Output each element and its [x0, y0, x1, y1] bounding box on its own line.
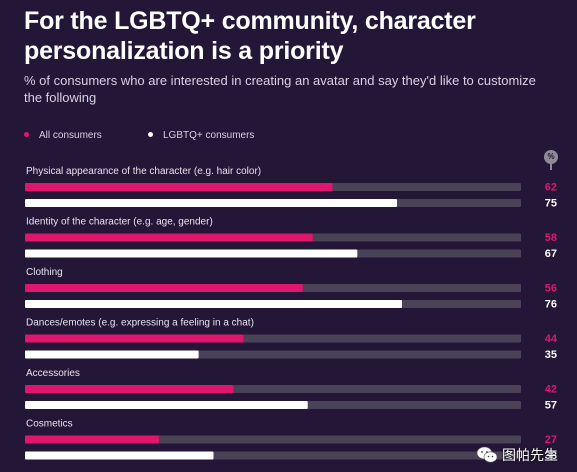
data-label-lgbtq-5: 38: [545, 450, 557, 462]
data-label-all-5: 27: [545, 434, 557, 446]
category-label: Accessories: [26, 368, 80, 379]
wechat-icon: [476, 446, 498, 463]
data-label-lgbtq-3: 35: [545, 349, 557, 361]
data-label-lgbtq-1: 67: [545, 248, 557, 260]
watermark-text: 图帕先生: [502, 447, 558, 463]
data-label-lgbtq-2: 76: [545, 299, 557, 311]
data-label-all-2: 56: [545, 283, 557, 295]
category-label: Cosmetics: [26, 419, 73, 430]
data-label-lgbtq-0: 75: [545, 198, 557, 210]
bar-lgbtq-accessories: [25, 401, 308, 409]
bar-lgbtq-identity-of-the-character-e-: [25, 249, 358, 258]
chart-subtitle: % of consumers who are interested in cre…: [24, 73, 536, 105]
bar-lgbtq-dances-emotes-e-g-expressing: [25, 350, 199, 359]
bar-all-dances-emotes-e-g-expressing: [25, 334, 244, 343]
data-label-all-3: 44: [545, 333, 558, 345]
legend-swatch-lgbtq: [148, 131, 153, 137]
data-label-all-0: 62: [545, 182, 557, 194]
bar-lgbtq-clothing: [25, 300, 402, 308]
legend-item-all-consumers: All consumers: [24, 129, 102, 143]
category-label: Physical appearance of the character (e.…: [26, 166, 261, 177]
bar-all-clothing: [25, 284, 303, 292]
legend-item-lgbtq-consumers: LGBTQ+ consumers: [148, 129, 254, 143]
legend-label-lgbtq: LGBTQ+ consumers: [163, 130, 255, 141]
data-label-lgbtq-4: 57: [545, 400, 557, 412]
data-label-all-1: 58: [545, 232, 557, 244]
data-label-all-4: 42: [545, 384, 557, 396]
bar-all-cosmetics: [25, 435, 159, 444]
category-label: Clothing: [26, 267, 63, 278]
legend-swatch-all: [24, 131, 29, 137]
bar-all-identity-of-the-character-e-: [25, 233, 313, 242]
percent-badge-icon: %: [544, 150, 558, 164]
bar-lgbtq-physical-appearance-of-the-c: [25, 199, 397, 207]
bar-lgbtq-cosmetics: [25, 451, 214, 460]
legend-label-all: All consumers: [39, 130, 102, 141]
percent-badge-stem: [550, 164, 552, 170]
bar-all-accessories: [25, 385, 234, 393]
chart-title: For the LGBTQ+ community, character pers…: [24, 7, 476, 65]
category-label: Identity of the character (e.g. age, gen…: [26, 217, 213, 228]
bar-all-physical-appearance-of-the-c: [25, 183, 333, 191]
category-label: Dances/emotes (e.g. expressing a feeling…: [26, 318, 254, 329]
